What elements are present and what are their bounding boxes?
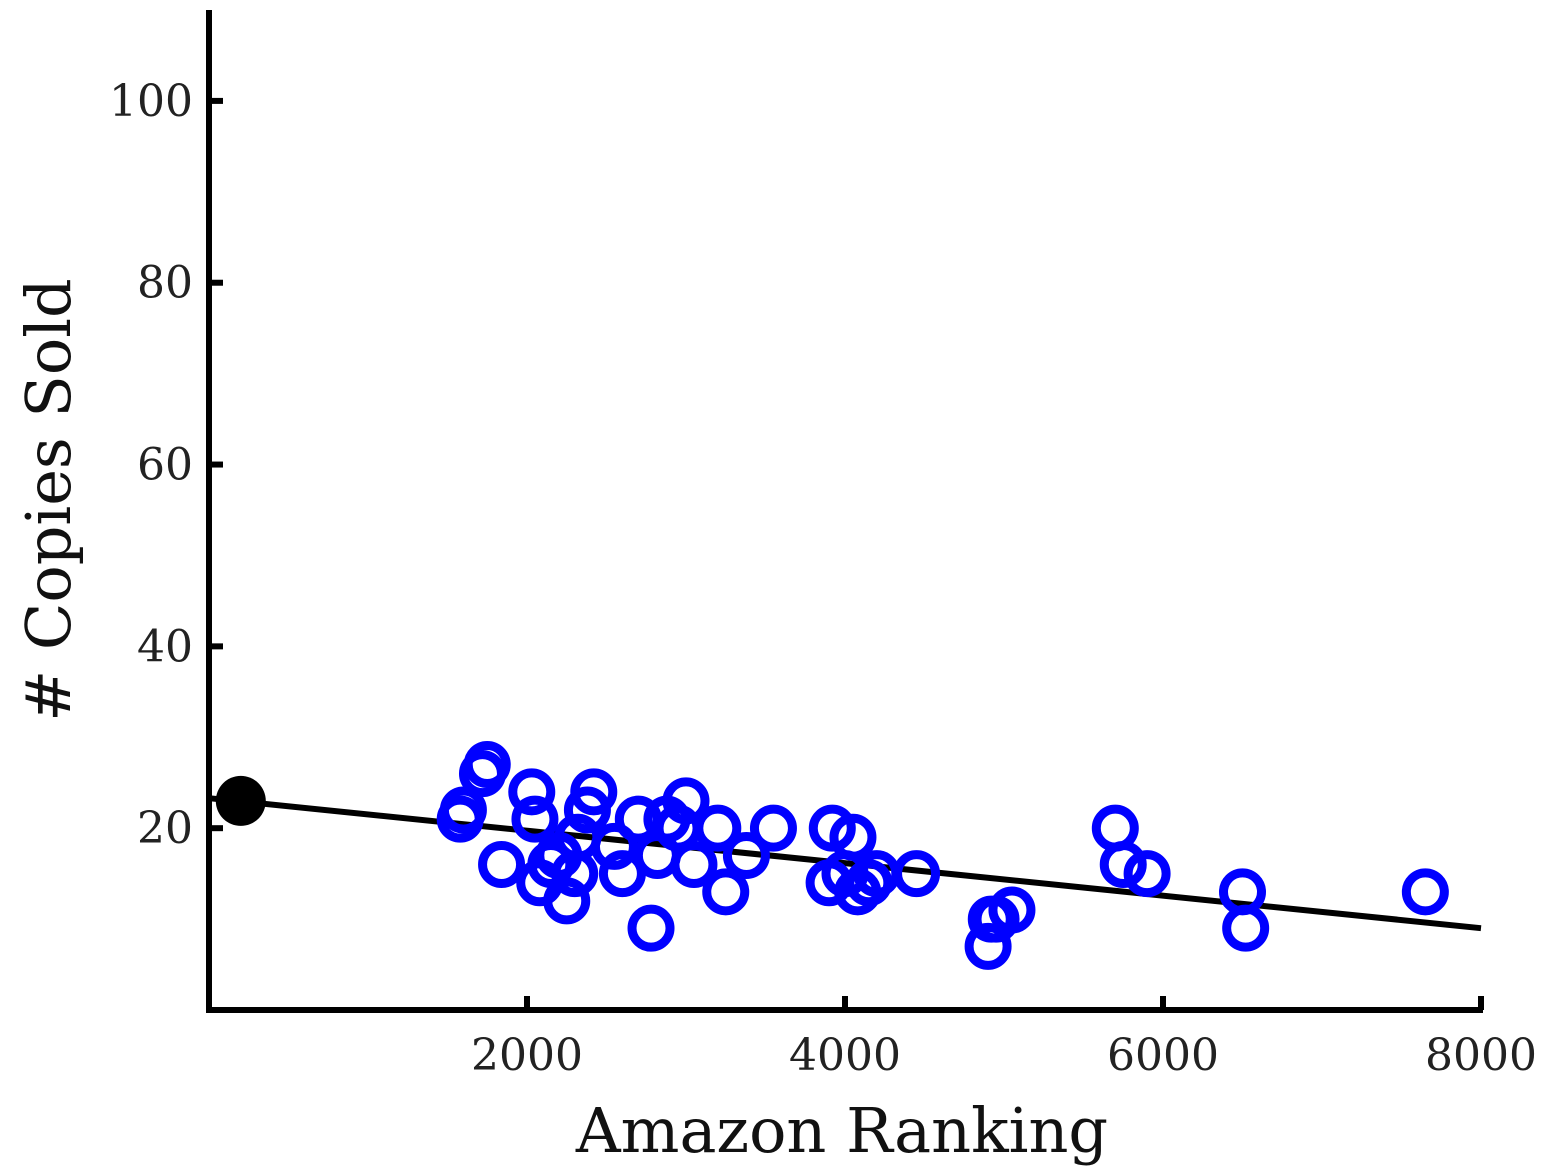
fit-line-group — [208, 795, 1482, 932]
y-tick-label: 80 — [137, 258, 193, 309]
data-point — [893, 850, 941, 898]
data-point — [598, 850, 646, 898]
data-point — [964, 922, 1012, 970]
axis-ticks: 2000 4000 6000 8000 20 40 60 80 100 — [109, 76, 1537, 1081]
data-point — [702, 868, 750, 916]
fit-line — [208, 795, 1482, 932]
y-tick-label: 100 — [109, 76, 193, 127]
data-point — [670, 841, 718, 889]
x-tick-label: 6000 — [1107, 1030, 1219, 1081]
data-point — [463, 741, 511, 789]
data-point — [478, 841, 526, 889]
y-axis-title: # Copies Sold — [12, 278, 85, 721]
data-point — [1099, 841, 1147, 889]
y-tick-label: 40 — [137, 621, 193, 672]
data-point — [570, 768, 618, 816]
data-point — [1222, 904, 1270, 952]
data-point — [662, 777, 710, 825]
data-point — [527, 841, 575, 889]
data-points — [215, 741, 1449, 970]
data-point — [988, 886, 1036, 934]
data-point — [694, 804, 742, 852]
data-point — [511, 795, 559, 843]
y-tick-label: 20 — [137, 803, 193, 854]
data-point — [845, 859, 893, 907]
data-point — [627, 904, 675, 952]
highlighted-point — [215, 775, 266, 826]
data-point — [829, 813, 877, 861]
data-point — [508, 768, 556, 816]
data-point — [749, 804, 797, 852]
data-point — [1123, 850, 1171, 898]
data-point — [1091, 804, 1139, 852]
x-tick-label: 2000 — [471, 1030, 583, 1081]
data-point — [1401, 868, 1449, 916]
data-point — [722, 831, 770, 879]
x-axis-title: Amazon Ranking — [575, 1094, 1108, 1167]
data-point — [590, 822, 638, 870]
y-tick-label: 60 — [137, 440, 193, 491]
x-tick-label: 4000 — [789, 1030, 901, 1081]
x-tick-label: 8000 — [1425, 1030, 1537, 1081]
data-point — [439, 786, 487, 834]
data-point — [543, 877, 591, 925]
